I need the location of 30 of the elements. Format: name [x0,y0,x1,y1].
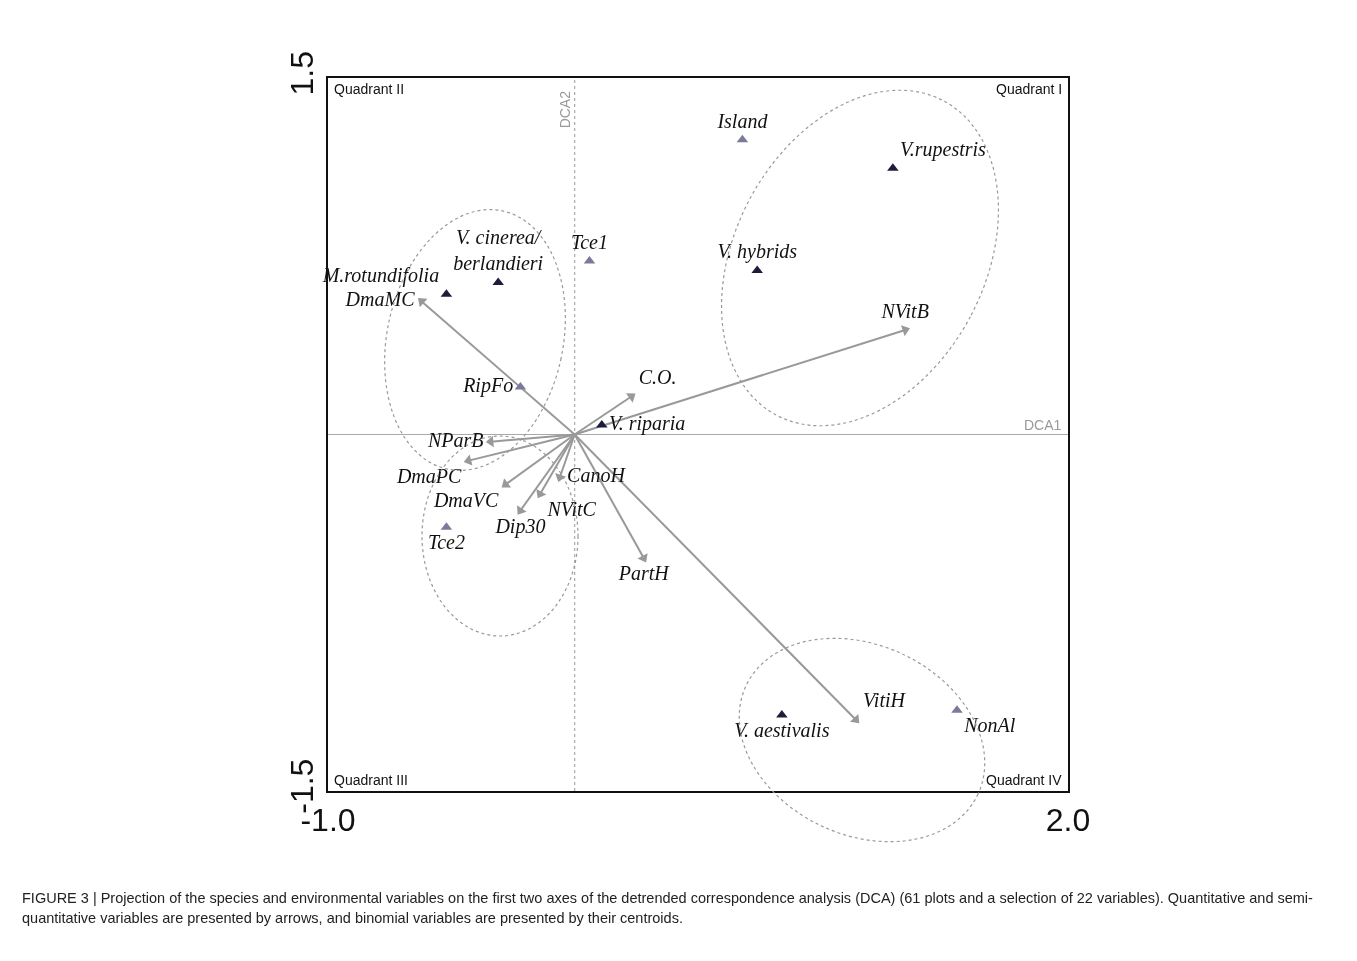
ref-line-label: DCA1 [1024,417,1062,433]
data-label: DmaVC [432,488,499,511]
caption: FIGURE 3 | Projection of the species and environmental variables on the first two axes of the detrended correspondence analysis (DCA) (61 plots and a selection of 22 variables). Quantitative and semi-quantitative variables are presented by arrows, and binomial variables are presented by their centroids. [22,889,1314,928]
annotation: Quadrant II [334,81,405,97]
annotation: Quadrant IV [986,772,1063,788]
data-label: V. hybrids [717,240,798,264]
annotation: Quadrant I [996,81,1063,97]
data-label: V. riparia [609,411,686,435]
data-label: V.rupestris [900,138,987,162]
data-label: CanoH [567,464,627,487]
ref-line-label: DCA2 [556,90,573,129]
data-label: NonAl [963,714,1016,737]
data-label: V. cinerea/ berlandieri [453,226,544,275]
data-label: NParB [426,428,484,451]
x-tick-label: 2.0 [1045,802,1091,839]
data-label: NVitB [880,299,929,322]
data-label: DmaMC [344,288,416,311]
data-label: PartH [617,562,671,585]
data-label: V. aestivalis [734,719,830,742]
data-label: DmaPC [395,464,462,487]
data-label: Tce1 [570,230,608,253]
data-label: C.O. [638,366,677,389]
data-label: Tce2 [427,531,465,554]
data-label: Island [716,109,769,132]
data-label: VitiH [863,689,907,712]
annotation: Quadrant III [334,772,408,788]
data-label: NVitC [546,498,597,521]
data-label: Dip30 [494,514,546,538]
y-tick-label: 1.5 [284,50,321,96]
data-label: RipFo [462,373,514,397]
